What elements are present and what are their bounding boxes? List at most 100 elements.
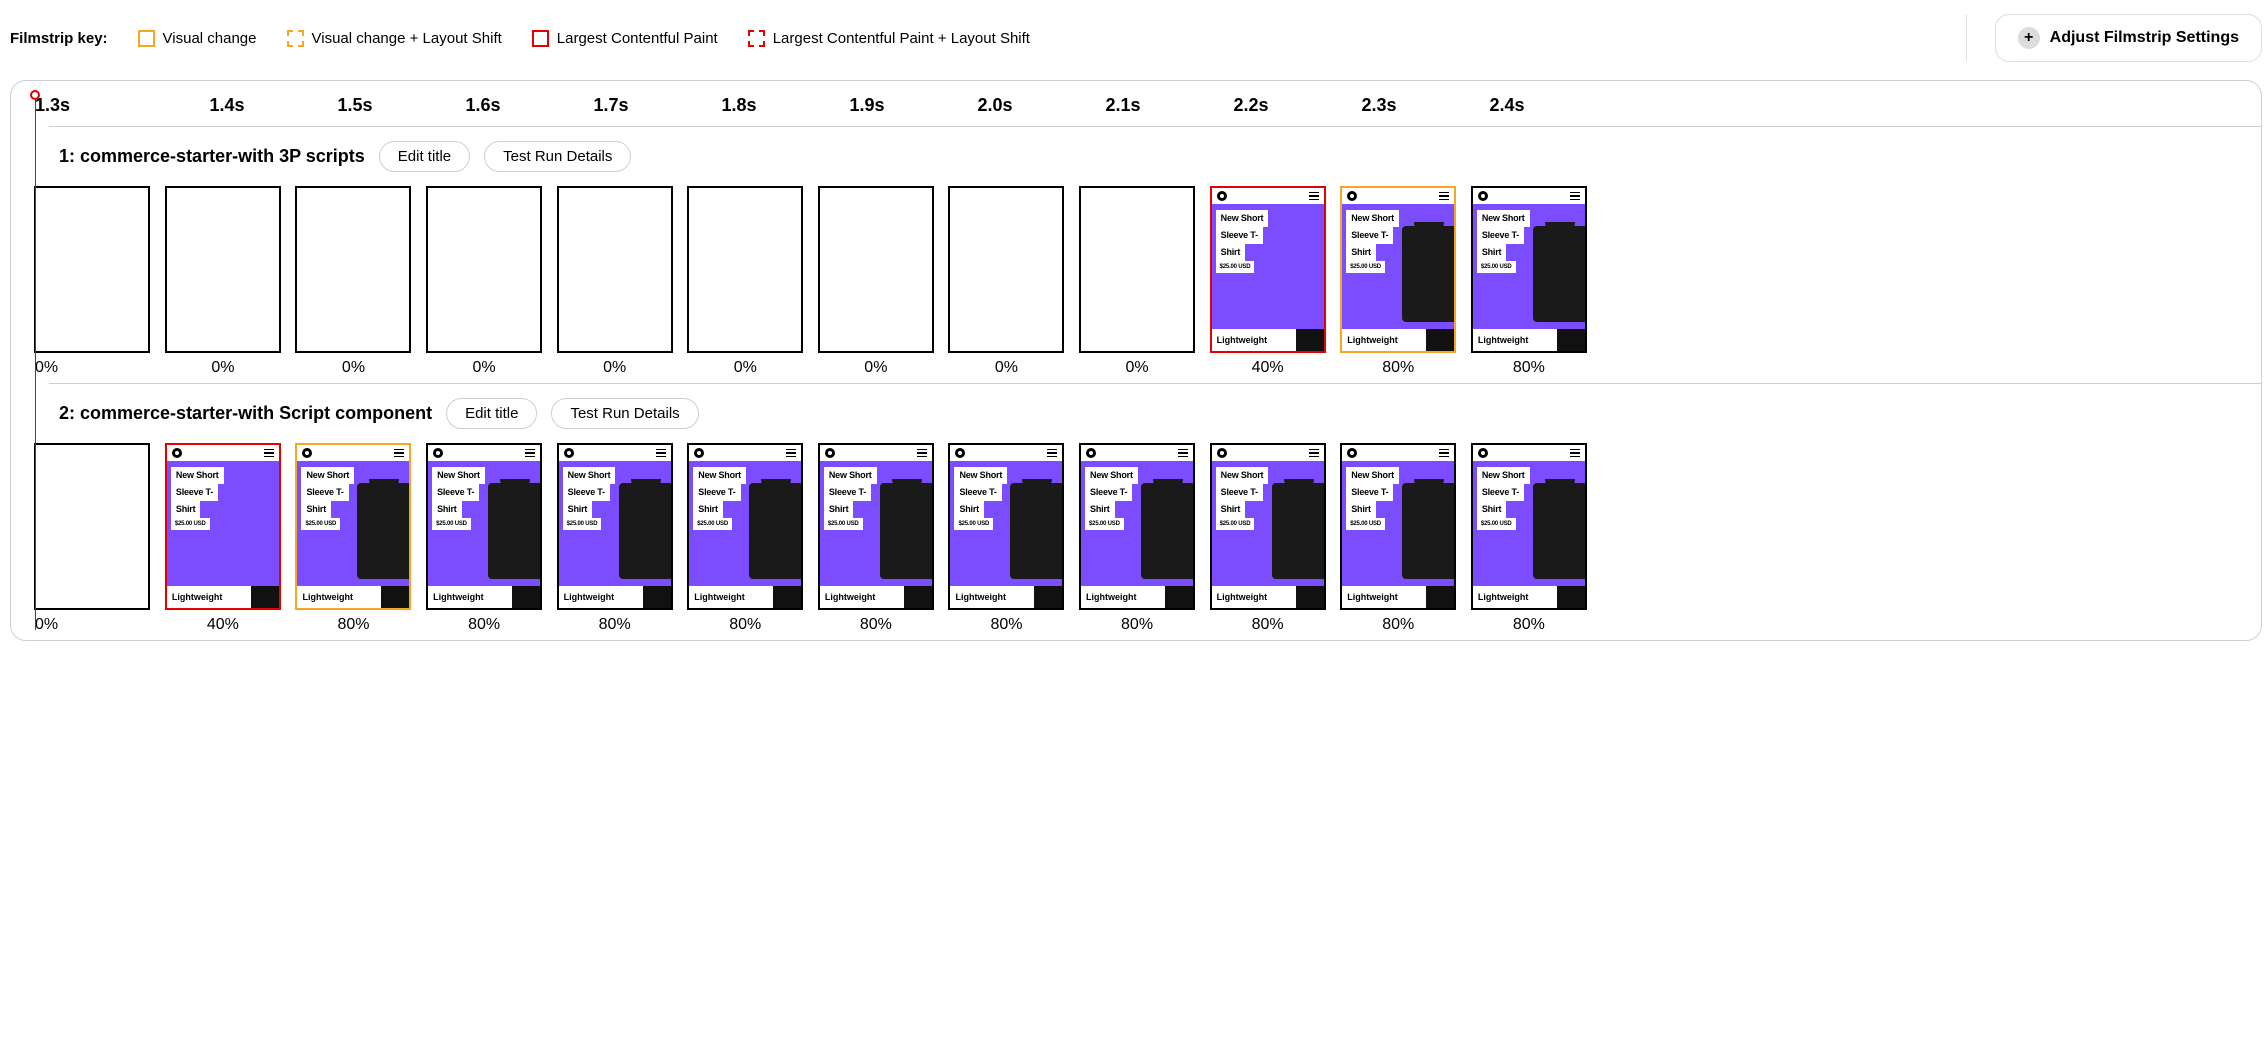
frame-percent-label: 80% <box>1470 359 1589 377</box>
filmstrip-frame[interactable] <box>687 186 803 353</box>
logo-icon <box>433 448 443 458</box>
filmstrip-frame[interactable]: New Short Sleeve T- Shirt $25.00 USD Lig… <box>1079 443 1195 610</box>
frame-column: 0% <box>686 186 805 383</box>
filmstrip-frame[interactable] <box>34 186 150 353</box>
frame-column: 0% <box>817 186 936 383</box>
frame-column: 0% <box>294 186 413 383</box>
filmstrip-frame[interactable]: New Short Sleeve T- Shirt $25.00 USD Lig… <box>1210 186 1326 353</box>
filmstrip-frame[interactable]: New Short Sleeve T- Shirt $25.00 USD Lig… <box>1471 443 1587 610</box>
filmstrip-frame[interactable]: New Short Sleeve T- Shirt $25.00 USD Lig… <box>426 443 542 610</box>
frame-percent-label: 80% <box>1208 616 1327 634</box>
filmstrip-frame[interactable]: New Short Sleeve T- Shirt $25.00 USD Lig… <box>1340 443 1456 610</box>
thumb-badge-dark <box>904 586 932 608</box>
edit-title-button[interactable]: Edit title <box>379 141 470 172</box>
filmstrip-frame[interactable] <box>34 443 150 610</box>
thumb-badge-label: Lightweight <box>1212 329 1296 351</box>
playhead-line[interactable] <box>35 95 36 630</box>
menu-icon <box>656 449 666 457</box>
frame-percent-label: 80% <box>1339 359 1458 377</box>
run-header: 2: commerce-starter-with Script componen… <box>11 384 2261 443</box>
thumb-title-line: Sleeve T- <box>563 484 610 501</box>
filmstrip-frame[interactable]: New Short Sleeve T- Shirt $25.00 USD Lig… <box>557 443 673 610</box>
playhead-handle-icon[interactable] <box>30 90 40 100</box>
thumb-title-line: New Short <box>1346 467 1399 484</box>
filmstrip-header: Filmstrip key: Visual change Visual chan… <box>10 10 2262 80</box>
thumb-badge-label: Lightweight <box>559 586 643 608</box>
test-run-details-button[interactable]: Test Run Details <box>484 141 631 172</box>
frame-column: New Short Sleeve T- Shirt $25.00 USD Lig… <box>294 443 413 640</box>
frames-row: 0%0%0%0%0%0%0%0%0% New Short Sleeve T- S… <box>11 186 2261 383</box>
thumb-badge-label: Lightweight <box>1473 329 1557 351</box>
filmstrip-frame[interactable] <box>557 186 673 353</box>
filmstrip-frame[interactable] <box>948 186 1064 353</box>
filmstrip-frame[interactable]: New Short Sleeve T- Shirt $25.00 USD Lig… <box>1471 186 1587 353</box>
filmstrip-frame[interactable] <box>1079 186 1195 353</box>
vertical-divider <box>1966 15 1967 61</box>
legend-label: Visual change + Layout Shift <box>312 30 502 47</box>
filmstrip-frame[interactable] <box>426 186 542 353</box>
filmstrip-frame[interactable]: New Short Sleeve T- Shirt $25.00 USD Lig… <box>165 443 281 610</box>
frame-column: New Short Sleeve T- Shirt $25.00 USD Lig… <box>1208 443 1327 640</box>
thumb-price: $25.00 USD <box>693 518 732 530</box>
legend-label: Largest Contentful Paint <box>557 30 718 47</box>
thumb-title-line: Shirt <box>301 501 331 518</box>
filmstrip-frame[interactable]: New Short Sleeve T- Shirt $25.00 USD Lig… <box>295 443 411 610</box>
thumb-badge-strip: Lightweight <box>1342 329 1454 351</box>
thumb-badge-dark <box>1034 586 1062 608</box>
frame-percent-label: 80% <box>294 616 413 634</box>
filmstrip-panel: 1.3s1.4s1.5s1.6s1.7s1.8s1.9s2.0s2.1s2.2s… <box>10 80 2262 641</box>
thumb-title-line: Sleeve T- <box>1346 484 1393 501</box>
menu-icon <box>1570 192 1580 200</box>
adjust-button-label: Adjust Filmstrip Settings <box>2050 29 2239 47</box>
thumb-title-line: New Short <box>301 467 354 484</box>
filmstrip-frame[interactable] <box>165 186 281 353</box>
time-tick: 2.1s <box>1059 95 1187 116</box>
filmstrip-frame[interactable]: New Short Sleeve T- Shirt $25.00 USD Lig… <box>687 443 803 610</box>
thumb-price: $25.00 USD <box>1346 518 1385 530</box>
frames-row: 0% New Short Sleeve T- Shirt $25.00 USD … <box>11 443 2261 640</box>
thumb-title-line: Shirt <box>1346 501 1376 518</box>
frame-percent-label: 0% <box>1078 359 1197 377</box>
thumb-title-line: New Short <box>1477 210 1530 227</box>
thumb-badge-label: Lightweight <box>428 586 512 608</box>
time-tick: 1.7s <box>547 95 675 116</box>
frame-percent-label: 0% <box>294 359 413 377</box>
filmstrip-frame[interactable] <box>818 186 934 353</box>
thumb-badge-strip: Lightweight <box>689 586 801 608</box>
time-tick: 2.2s <box>1187 95 1315 116</box>
logo-icon <box>302 448 312 458</box>
thumb-topbar <box>1081 445 1193 461</box>
thumb-badge-dark <box>1296 329 1324 351</box>
thumb-title-line: Shirt <box>432 501 462 518</box>
edit-title-button[interactable]: Edit title <box>446 398 537 429</box>
thumb-price: $25.00 USD <box>301 518 340 530</box>
thumb-title-line: Sleeve T- <box>1216 227 1263 244</box>
thumb-badge-dark <box>1557 329 1585 351</box>
filmstrip-frame[interactable]: New Short Sleeve T- Shirt $25.00 USD Lig… <box>1210 443 1326 610</box>
legend-item-visual-change: Visual change <box>138 30 257 47</box>
filmstrip-frame[interactable]: New Short Sleeve T- Shirt $25.00 USD Lig… <box>1340 186 1456 353</box>
thumb-badge-dark <box>643 586 671 608</box>
frame-percent-label: 80% <box>425 616 544 634</box>
frame-column: New Short Sleeve T- Shirt $25.00 USD Lig… <box>164 443 283 640</box>
filmstrip-frame[interactable]: New Short Sleeve T- Shirt $25.00 USD Lig… <box>948 443 1064 610</box>
thumb-title-line: New Short <box>432 467 485 484</box>
filmstrip-frame[interactable] <box>295 186 411 353</box>
thumb-badge-label: Lightweight <box>1081 586 1165 608</box>
thumb-badge-label: Lightweight <box>820 586 904 608</box>
thumb-title-line: Sleeve T- <box>693 484 740 501</box>
thumb-topbar <box>1212 445 1324 461</box>
menu-icon <box>1570 449 1580 457</box>
frame-percent-label: 40% <box>1208 359 1327 377</box>
filmstrip-frame[interactable]: New Short Sleeve T- Shirt $25.00 USD Lig… <box>818 443 934 610</box>
frame-column: New Short Sleeve T- Shirt $25.00 USD Lig… <box>1078 443 1197 640</box>
frame-percent-label: 0% <box>425 359 544 377</box>
logo-icon <box>694 448 704 458</box>
frame-percent-label: 0% <box>947 359 1066 377</box>
adjust-filmstrip-settings-button[interactable]: + Adjust Filmstrip Settings <box>1995 14 2262 62</box>
logo-icon <box>1347 448 1357 458</box>
thumb-badge-label: Lightweight <box>689 586 773 608</box>
thumb-title-line: New Short <box>954 467 1007 484</box>
test-run-details-button[interactable]: Test Run Details <box>551 398 698 429</box>
thumb-title-line: New Short <box>1085 467 1138 484</box>
